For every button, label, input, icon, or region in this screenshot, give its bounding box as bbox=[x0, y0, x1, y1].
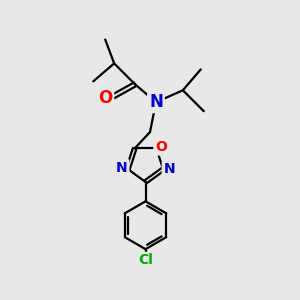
Text: N: N bbox=[149, 93, 163, 111]
Text: O: O bbox=[98, 89, 112, 107]
Text: N: N bbox=[116, 161, 128, 175]
Text: O: O bbox=[155, 140, 167, 154]
Text: Cl: Cl bbox=[138, 254, 153, 268]
Text: N: N bbox=[163, 162, 175, 176]
